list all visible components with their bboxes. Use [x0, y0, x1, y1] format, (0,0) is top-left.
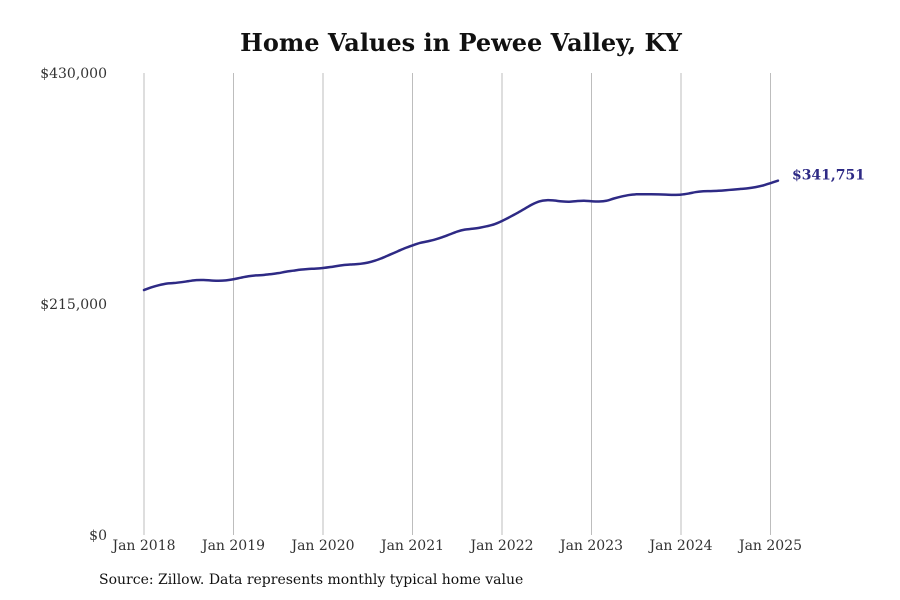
x-tick-label: Jan 2019	[200, 538, 265, 554]
y-tick-label: $215,000	[40, 297, 107, 313]
x-tick-label: Jan 2024	[647, 538, 712, 554]
home-value-line	[142, 179, 780, 292]
gridlines	[143, 73, 771, 535]
x-tick-label: Jan 2018	[110, 538, 175, 554]
x-tick-label: Jan 2020	[289, 538, 354, 554]
y-tick-label: $0	[89, 528, 107, 544]
x-tick-label: Jan 2025	[737, 538, 802, 554]
x-tick-label: Jan 2021	[379, 538, 444, 554]
x-axis-ticks: Jan 2018 Jan 2019 Jan 2020 Jan 2021 Jan 2022…	[110, 538, 802, 554]
source-note: Source: Zillow. Data represents monthly …	[99, 572, 524, 588]
x-tick-label: Jan 2023	[558, 538, 623, 554]
y-tick-label: $430,000	[40, 66, 107, 82]
y-axis-ticks: $0 $215,000 $430,000	[40, 66, 107, 544]
x-tick-label: Jan 2022	[468, 538, 533, 554]
latest-value-label: $341,751	[792, 168, 865, 184]
chart-title: Home Values in Pewee Valley, KY	[240, 28, 683, 57]
